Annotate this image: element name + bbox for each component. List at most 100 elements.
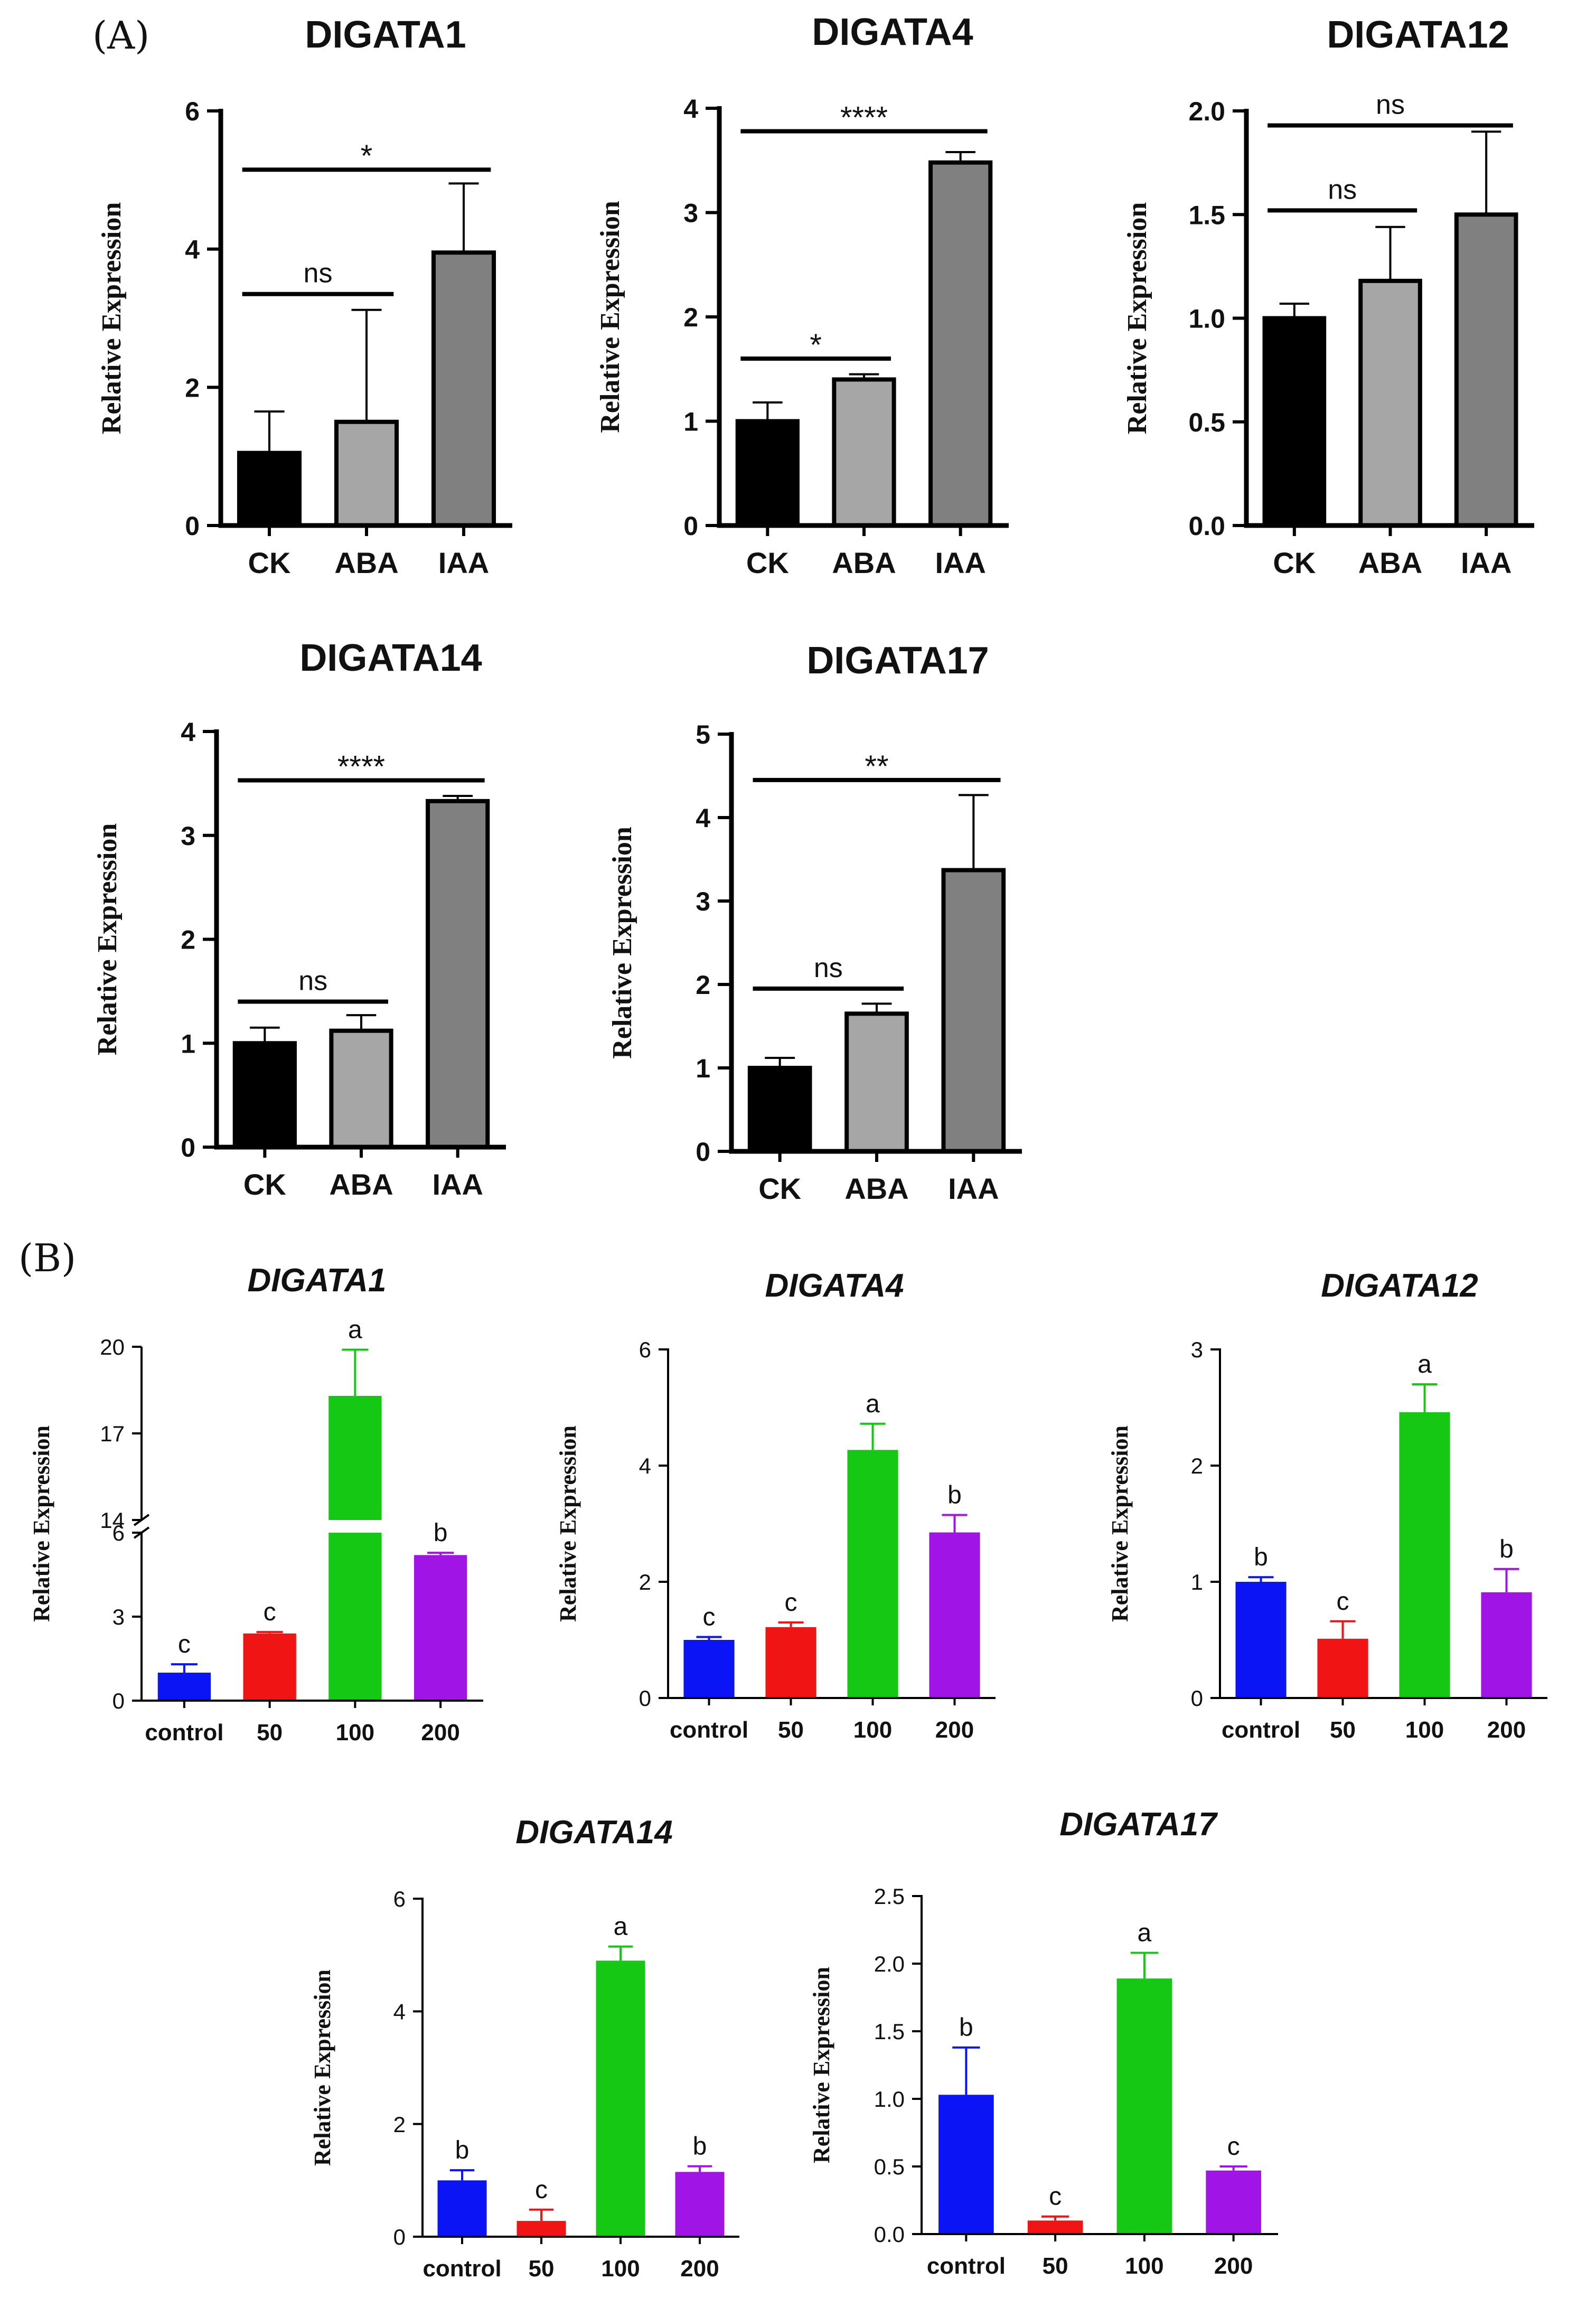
chart-b4: DIGATA4 Relative Expression c c a b 0 2 4 6 contro… (555, 1268, 996, 1743)
x-tick-label: CK (746, 546, 789, 579)
chart-a14: DIGATA14 Relative Expression 0 1 2 3 4 CK ABA IAA… (92, 637, 506, 1201)
chart-title: DIGATA12 (1327, 14, 1509, 56)
bar (938, 2095, 994, 2234)
x-tick-label: 200 (1487, 1717, 1526, 1743)
y-tick-label: 0 (1191, 1686, 1203, 1711)
significance-letter: c (264, 1598, 276, 1626)
x-tick-label: 50 (257, 1720, 283, 1746)
bar (437, 2180, 487, 2237)
significance-letter: c (1227, 2133, 1240, 2161)
bar (1317, 1638, 1368, 1698)
significance-letter: c (178, 1630, 191, 1658)
y-tick-label: 6 (185, 97, 200, 126)
x-tick-label: control (927, 2253, 1006, 2279)
significance-letter: a (1417, 1350, 1432, 1378)
y-axis-label: Relative Expression (809, 1967, 834, 2163)
significance-letter: b (1499, 1535, 1514, 1563)
significance-letter: b (455, 2136, 470, 2164)
x-tick-label: control (670, 1717, 748, 1743)
y-axis-label: Relative Expression (92, 823, 123, 1056)
y-tick-label: 3 (181, 821, 195, 851)
y-tick-label: 14 (100, 1508, 125, 1533)
y-tick-label: 20 (100, 1335, 125, 1359)
bar (929, 1532, 980, 1698)
y-tick-label: 1.5 (1188, 200, 1225, 230)
significance-letter: a (866, 1390, 880, 1418)
bar (1262, 316, 1327, 528)
y-axis-label: Relative Expression (309, 1969, 335, 2166)
y-tick-label: 2 (185, 373, 200, 402)
x-tick-label: 100 (1405, 1717, 1444, 1743)
significance-letter: a (614, 1913, 628, 1941)
bar (735, 419, 800, 528)
significance-letter: b (947, 1481, 962, 1509)
bar (328, 1395, 382, 1520)
x-tick-label: 50 (529, 2256, 555, 2282)
significance-label: ns (1376, 89, 1405, 120)
y-tick-label: 1 (696, 1054, 710, 1083)
bar (328, 1533, 382, 1701)
chart-a12: DIGATA12 Relative Expression 0.0 0.5 1.0 1.5 2… (1122, 14, 1534, 579)
y-tick-label: 0 (639, 1686, 651, 1711)
x-tick-label: 50 (1043, 2253, 1068, 2279)
bar (844, 1011, 909, 1154)
chart-b17: DIGATA17 Relative Expression b c a c 0.0 0.5 1.0… (809, 1806, 1278, 2279)
significance-label: * (810, 328, 822, 362)
y-tick-label: 2 (696, 970, 710, 1000)
y-tick-label: 0 (185, 511, 200, 541)
chart-a4: DIGATA4 Relative Expression 0 1 2 3 4 CK ABA IAA *… (595, 11, 1009, 579)
y-tick-label: 1 (683, 407, 698, 437)
significance-label: ns (814, 953, 843, 983)
y-tick-label: 5 (696, 720, 710, 749)
y-tick-label: 0 (393, 2225, 406, 2249)
x-tick-label: 200 (1214, 2253, 1253, 2279)
x-tick-label: IAA (948, 1172, 999, 1205)
significance-letter: b (1254, 1543, 1268, 1571)
y-tick-label: 2.0 (1188, 97, 1225, 126)
y-tick-label: 2.5 (874, 1884, 905, 1909)
y-tick-label: 4 (393, 1999, 406, 2024)
bar (1481, 1592, 1532, 1698)
bar (683, 1640, 735, 1698)
x-tick-label: CK (1273, 546, 1316, 579)
chart-title: DIGATA12 (1321, 1268, 1478, 1304)
y-axis-label: Relative Expression (1107, 1425, 1133, 1622)
significance-letter: c (703, 1603, 716, 1631)
x-tick-label: CK (243, 1168, 286, 1201)
y-tick-label: 1 (181, 1029, 195, 1058)
bar (1206, 2170, 1261, 2234)
significance-letter: c (535, 2176, 548, 2204)
y-axis-label: Relative Expression (1122, 202, 1152, 435)
y-tick-label: 2 (393, 2112, 406, 2137)
significance-letter: c (1049, 2183, 1062, 2211)
significance-letter: b (959, 2014, 973, 2042)
y-tick-label: 2 (639, 1570, 651, 1594)
x-tick-label: IAA (1461, 546, 1511, 579)
y-tick-label: 2.0 (874, 1952, 905, 1976)
y-tick-label: 4 (639, 1453, 651, 1478)
x-tick-label: 100 (1125, 2253, 1163, 2279)
x-tick-label: 200 (421, 1720, 459, 1746)
x-tick-label: control (1222, 1717, 1300, 1743)
chart-title: DIGATA1 (248, 1262, 387, 1299)
x-tick-label: 200 (935, 1717, 974, 1743)
bar (237, 451, 302, 528)
bar (765, 1627, 816, 1698)
bar (1358, 278, 1422, 528)
y-tick-label: 2 (1191, 1453, 1203, 1478)
x-tick-label: CK (248, 546, 291, 579)
chart-b1: DIGATA1 Relative Expression c c a b 0 3 614 17 20 c… (29, 1262, 483, 1746)
chart-title: DIGATA4 (765, 1268, 904, 1304)
x-tick-label: 50 (1330, 1717, 1356, 1743)
chart-title: DIGATA17 (806, 640, 989, 682)
y-axis-label: Relative Expression (595, 201, 625, 433)
bar (1027, 2220, 1083, 2234)
chart-title: DIGATA1 (305, 14, 466, 56)
bar (232, 1041, 297, 1149)
bar (1235, 1582, 1287, 1698)
bar (747, 1066, 812, 1153)
y-tick-label: 1.5 (874, 2019, 905, 2044)
x-tick-label: ABA (1358, 546, 1422, 579)
x-tick-label: ABA (832, 546, 896, 579)
y-tick-label: 0 (683, 511, 698, 541)
